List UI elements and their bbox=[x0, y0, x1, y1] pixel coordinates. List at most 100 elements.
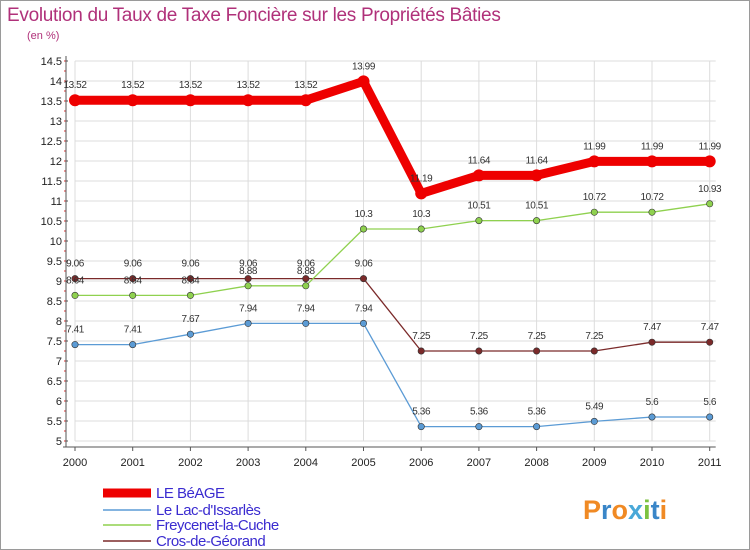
data-point bbox=[359, 319, 367, 327]
data-label: 10.93 bbox=[698, 184, 722, 195]
data-label: 7.67 bbox=[181, 314, 200, 325]
x-tick-label: 2005 bbox=[351, 457, 375, 469]
data-point bbox=[417, 423, 425, 431]
y-tick-label: 14 bbox=[50, 76, 62, 88]
data-label: 10.72 bbox=[640, 192, 664, 203]
data-point bbox=[648, 413, 656, 421]
data-label: 10.51 bbox=[525, 201, 549, 212]
y-tick-label: 9.5 bbox=[47, 256, 62, 268]
data-point bbox=[533, 423, 541, 431]
legend-label: LE BéAGE bbox=[156, 485, 225, 502]
series-line bbox=[74, 322, 711, 428]
x-tick-label: 2009 bbox=[582, 457, 606, 469]
data-point bbox=[129, 341, 137, 349]
data-point bbox=[703, 155, 716, 168]
data-point bbox=[357, 75, 370, 88]
data-point bbox=[186, 330, 194, 338]
legend-label: Freycenet-la-Cuche bbox=[156, 517, 279, 534]
series-line bbox=[74, 277, 711, 352]
data-point bbox=[646, 155, 658, 168]
data-point bbox=[533, 217, 541, 225]
data-label: 7.41 bbox=[66, 325, 85, 336]
data-label: 8.88 bbox=[239, 266, 258, 277]
data-point bbox=[475, 423, 483, 431]
y-tick-label: 11.5 bbox=[41, 176, 62, 188]
data-label: 9.06 bbox=[66, 259, 85, 270]
data-point bbox=[472, 169, 485, 182]
data-label: 5.36 bbox=[412, 407, 431, 418]
data-point bbox=[244, 275, 252, 283]
data-label: 10.72 bbox=[583, 192, 607, 203]
data-label: 9.06 bbox=[124, 259, 143, 270]
data-point bbox=[129, 275, 137, 283]
data-label: 11.99 bbox=[583, 141, 606, 152]
data-label: 10.3 bbox=[355, 209, 374, 220]
series-line bbox=[70, 76, 715, 198]
data-label: 8.88 bbox=[297, 266, 316, 277]
data-point bbox=[302, 282, 310, 290]
y-tick-label: 7 bbox=[56, 356, 62, 368]
data-point bbox=[302, 319, 310, 327]
data-point bbox=[71, 275, 79, 283]
data-label: 7.25 bbox=[470, 331, 489, 342]
data-label: 5.36 bbox=[528, 407, 547, 418]
data-label: 11.99 bbox=[699, 141, 722, 152]
data-label: 11.19 bbox=[410, 173, 433, 184]
data-label: 5.6 bbox=[646, 397, 660, 408]
data-label: 10.51 bbox=[467, 201, 491, 212]
data-label: 7.25 bbox=[412, 331, 431, 342]
data-point bbox=[590, 417, 598, 425]
axes: 5 5.5 6 6.5 7 7.5 8 8.5 9 9.5 10 10.5 11 11.5 12 12.5 13… bbox=[41, 56, 722, 469]
y-tick-label: 12.5 bbox=[41, 136, 62, 148]
data-point bbox=[588, 155, 601, 168]
data-point bbox=[359, 225, 367, 233]
data-point bbox=[533, 347, 541, 355]
data-point bbox=[299, 94, 312, 107]
x-tick-label: 2003 bbox=[236, 457, 260, 469]
data-label: 13.52 bbox=[121, 80, 145, 91]
chart-subtitle: (en %) bbox=[27, 30, 60, 42]
data-label: 5.36 bbox=[470, 407, 489, 418]
data-point bbox=[69, 94, 81, 107]
data-label: 9.06 bbox=[297, 259, 316, 270]
y-tick-label: 13.5 bbox=[41, 96, 62, 108]
data-point bbox=[186, 275, 194, 283]
data-label: 13.52 bbox=[179, 80, 203, 91]
y-tick-label: 10.5 bbox=[41, 216, 62, 228]
data-label: 9.06 bbox=[239, 259, 258, 270]
data-point bbox=[186, 291, 194, 299]
x-tick-label: 2002 bbox=[178, 457, 202, 469]
y-tick-label: 13 bbox=[50, 116, 62, 128]
x-tick-label: 2006 bbox=[409, 457, 433, 469]
y-tick-label: 5.5 bbox=[47, 416, 62, 428]
data-point bbox=[590, 208, 598, 216]
data-point bbox=[71, 291, 79, 299]
series-layer bbox=[69, 75, 716, 431]
data-label: 10.3 bbox=[412, 209, 431, 220]
data-label: 9.06 bbox=[181, 259, 200, 270]
data-point bbox=[648, 208, 656, 216]
data-label: 7.94 bbox=[297, 303, 316, 314]
data-label: 7.47 bbox=[701, 322, 720, 333]
data-label: 8.64 bbox=[66, 275, 85, 286]
y-tick-label: 8.5 bbox=[47, 296, 62, 308]
data-label: 11.64 bbox=[525, 155, 548, 166]
data-point bbox=[648, 338, 656, 346]
data-point bbox=[417, 225, 425, 233]
data-label: 8.64 bbox=[181, 275, 200, 286]
data-label: 7.41 bbox=[124, 325, 143, 336]
data-point bbox=[244, 282, 252, 290]
data-point bbox=[530, 169, 543, 182]
data-point bbox=[129, 291, 137, 299]
x-tick-label: 2001 bbox=[120, 457, 144, 469]
data-label: 5.6 bbox=[703, 397, 717, 408]
data-label: 13.99 bbox=[352, 61, 376, 72]
y-tick-label: 9 bbox=[56, 276, 62, 288]
data-label: 7.94 bbox=[239, 303, 258, 314]
data-label: 7.47 bbox=[643, 322, 662, 333]
y-tick-label: 6 bbox=[56, 396, 62, 408]
x-tick-label: 2007 bbox=[467, 457, 491, 469]
data-label: 5.49 bbox=[585, 401, 604, 412]
